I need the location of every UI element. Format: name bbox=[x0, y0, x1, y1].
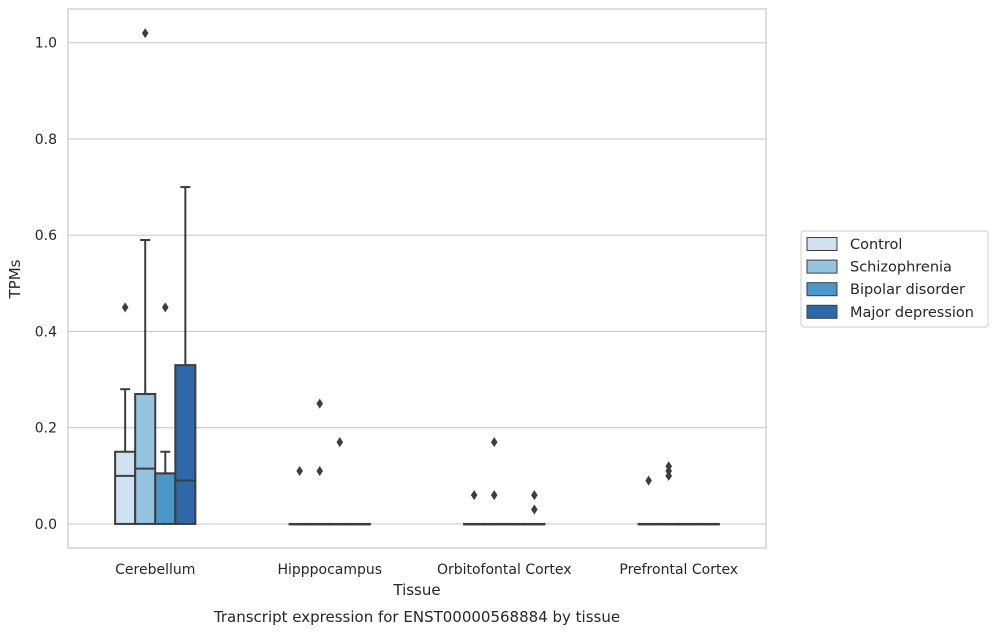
legend: Control Schizophrenia Bipolar disorder Majo… bbox=[800, 230, 989, 328]
box-group bbox=[483, 437, 506, 526]
boxes bbox=[114, 28, 720, 526]
outlier-point bbox=[336, 437, 344, 448]
box-group bbox=[637, 475, 660, 526]
figure-caption: Transcript expression for ENST0000056888… bbox=[213, 608, 620, 626]
box-rect bbox=[114, 450, 137, 525]
box-group bbox=[308, 398, 331, 526]
y-tick-label: 0.4 bbox=[35, 324, 57, 340]
box-group bbox=[463, 490, 486, 526]
x-tick-label: Prefrontal Cortex bbox=[619, 562, 738, 578]
x-axis-label: Tissue bbox=[392, 581, 440, 599]
legend-swatch bbox=[806, 282, 838, 297]
legend-label: Major depression bbox=[850, 305, 974, 321]
legend-label: Control bbox=[850, 237, 902, 253]
box-group bbox=[134, 28, 157, 525]
x-axis-ticks: Cerebellum Hipppocampus Orbitofontal Corte… bbox=[115, 562, 738, 578]
box-group bbox=[174, 186, 197, 525]
box-rect bbox=[154, 472, 177, 525]
box-group bbox=[697, 522, 720, 526]
legend-swatch bbox=[806, 237, 838, 251]
outlier-point bbox=[121, 302, 129, 313]
box-group bbox=[503, 522, 526, 526]
outlier-point bbox=[296, 466, 303, 476]
y-tick-label: 0.6 bbox=[35, 228, 57, 244]
box-group bbox=[523, 490, 546, 526]
y-tick-label: 0.0 bbox=[35, 517, 57, 533]
outlier-point bbox=[665, 470, 673, 481]
outlier-point bbox=[161, 302, 169, 313]
x-tick-label: Cerebellum bbox=[115, 562, 195, 578]
outlier-point bbox=[645, 475, 652, 486]
plot-frame bbox=[67, 8, 767, 549]
gridlines bbox=[68, 42, 766, 525]
outlier-point bbox=[470, 490, 478, 501]
legend-label: Schizophrenia bbox=[850, 260, 952, 276]
box-group bbox=[288, 466, 311, 526]
legend-swatch bbox=[806, 259, 838, 274]
legend-swatch bbox=[806, 304, 838, 319]
box-group bbox=[677, 522, 700, 526]
y-tick-label: 1.0 bbox=[35, 36, 57, 52]
box-group bbox=[328, 437, 351, 526]
legend-frame bbox=[800, 230, 989, 328]
box-rect bbox=[174, 364, 197, 525]
y-tick-label: 0.2 bbox=[35, 421, 57, 437]
box-group bbox=[657, 461, 680, 526]
outlier-point bbox=[316, 466, 324, 476]
box-group bbox=[154, 302, 177, 525]
outlier-point bbox=[531, 504, 538, 515]
outlier-point bbox=[490, 437, 498, 448]
y-tick-label: 0.8 bbox=[35, 132, 57, 148]
y-axis-label: TPMs bbox=[6, 259, 24, 299]
outlier-point bbox=[316, 398, 324, 409]
box-group bbox=[348, 522, 371, 526]
outlier-point bbox=[531, 490, 538, 501]
legend-label: Bipolar disorder bbox=[850, 282, 965, 298]
outlier-point bbox=[490, 490, 498, 501]
box-rect bbox=[134, 393, 157, 525]
x-tick-label: Hipppocampus bbox=[277, 562, 382, 578]
y-axis-ticks: 0.0 0.2 0.4 0.6 0.8 1.0 bbox=[35, 36, 57, 533]
box-group bbox=[114, 302, 137, 525]
x-tick-label: Orbitofontal Cortex bbox=[437, 562, 572, 578]
outlier-point bbox=[141, 28, 149, 39]
